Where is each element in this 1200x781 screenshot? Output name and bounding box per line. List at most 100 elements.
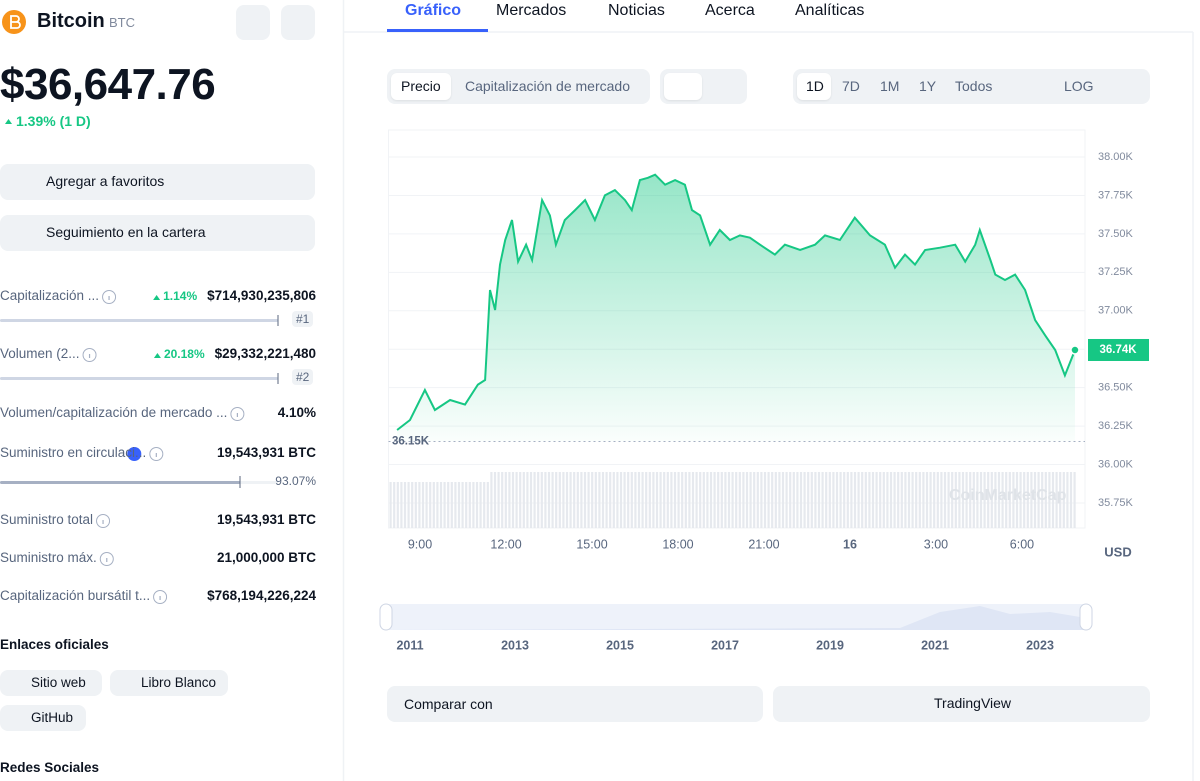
- volume-bar: [825, 472, 828, 528]
- tab[interactable]: Analíticas: [795, 2, 865, 19]
- last-price-tag: [1088, 338, 1149, 361]
- section-title: Enlaces oficiales: [0, 637, 109, 652]
- type-option[interactable]: Capitalización de mercado: [465, 78, 630, 94]
- volume-bar: [929, 472, 932, 528]
- volume-bar: [857, 472, 860, 528]
- volume-bar: [781, 472, 785, 528]
- tab[interactable]: Noticias: [608, 2, 665, 19]
- coin-name: Bitcoin: [37, 10, 105, 32]
- volume-bar: [515, 472, 518, 528]
- volume-bar: [853, 472, 857, 528]
- volume-bar: [691, 472, 695, 528]
- tab[interactable]: Mercados: [496, 2, 567, 19]
- share-button[interactable]: [281, 5, 315, 40]
- volume-bar: [900, 472, 903, 528]
- volume-bar: [835, 472, 839, 528]
- stat-label: Suministro máx.: [0, 550, 97, 565]
- volume-bar: [436, 482, 439, 528]
- volume-bar: [555, 472, 558, 528]
- volume-bar: [879, 472, 882, 528]
- volume-bar: [904, 472, 907, 528]
- action-button[interactable]: [0, 164, 315, 200]
- volume-bar: [756, 472, 759, 528]
- volume-bar: [886, 472, 889, 528]
- x-tick-label: 16: [843, 537, 857, 551]
- volume-bar: [807, 472, 810, 528]
- volume-bar: [429, 482, 432, 528]
- volume-bar: [663, 472, 666, 528]
- volume-bar: [778, 472, 781, 528]
- coin-glyph: [10, 15, 21, 29]
- volume-bar: [648, 472, 651, 528]
- volume-bar: [965, 472, 968, 528]
- year-label: 2011: [396, 638, 423, 652]
- volume-bar: [454, 482, 457, 528]
- volume-bar: [519, 472, 522, 528]
- volume-bar: [1037, 472, 1040, 528]
- up-arrow: [153, 353, 161, 358]
- volume-bar: [918, 472, 921, 528]
- volume-bar: [875, 472, 878, 528]
- tradingview-label: TradingView: [934, 695, 1012, 711]
- y-tick-label: 38.00K: [1098, 151, 1134, 163]
- stat-label: Capitalización bursátil t...: [0, 588, 151, 603]
- volume-bar: [1001, 472, 1004, 528]
- volume-bar: [897, 472, 900, 528]
- action-button[interactable]: [0, 215, 315, 251]
- volume-bar: [576, 472, 579, 528]
- volume-bar: [933, 472, 936, 528]
- year-label: 2023: [1026, 638, 1054, 652]
- stat-label: Suministro total: [0, 512, 94, 527]
- link-chip[interactable]: [0, 705, 86, 731]
- volume-bar: [609, 472, 612, 528]
- volume-bar: [537, 472, 540, 528]
- volume-bar: [810, 472, 813, 528]
- volume-bar: [947, 472, 950, 528]
- star-button[interactable]: [236, 5, 270, 40]
- volume-bar: [641, 472, 644, 528]
- volume-bar: [573, 472, 576, 528]
- volume-bar: [731, 472, 734, 528]
- volume-bar: [990, 472, 993, 528]
- link-chip[interactable]: [110, 670, 228, 696]
- stat-label: Capitalización ...: [0, 288, 100, 303]
- range-option[interactable]: 1D: [806, 78, 824, 94]
- compare-select[interactable]: [387, 686, 763, 722]
- toolbar-chip[interactable]: [664, 73, 702, 100]
- tradingview-button[interactable]: [773, 686, 1150, 722]
- volume-bar: [868, 472, 871, 528]
- range-option[interactable]: 1Y: [919, 78, 937, 94]
- navigator-handle: [1079, 603, 1093, 631]
- volume-bar: [547, 472, 551, 528]
- volume-bar: [544, 472, 547, 528]
- toolbar-group: [793, 69, 1150, 104]
- tab[interactable]: Gráfico: [405, 2, 462, 19]
- volume-bar: [972, 472, 975, 528]
- range-option[interactable]: 1M: [880, 78, 900, 94]
- volume-bar: [943, 472, 947, 528]
- volume-bar: [1033, 472, 1037, 528]
- volume-bar: [1044, 472, 1047, 528]
- type-option[interactable]: Precio: [401, 78, 441, 94]
- toolbar-chip[interactable]: [797, 73, 831, 100]
- range-option[interactable]: Todos: [955, 78, 993, 94]
- volume-bar: [767, 472, 770, 528]
- volume-bar: [652, 472, 655, 528]
- volume-bar: [396, 482, 399, 528]
- volume-bar: [803, 472, 806, 528]
- link-chip[interactable]: [0, 670, 102, 696]
- y-tick-label: 37.00K: [1098, 305, 1134, 317]
- year-label: 2017: [711, 638, 739, 652]
- tab[interactable]: Acerca: [705, 2, 755, 19]
- range-option[interactable]: 7D: [842, 78, 860, 94]
- volume-bar: [497, 472, 500, 528]
- volume-bar: [447, 482, 450, 528]
- volume-bar: [616, 472, 619, 528]
- log-button[interactable]: LOG: [1064, 78, 1094, 94]
- volume-bar: [389, 482, 392, 528]
- year-label: 2019: [816, 638, 844, 652]
- toolbar-chip[interactable]: [391, 73, 451, 100]
- volume-bar: [645, 472, 648, 528]
- volume-bar: [1030, 472, 1033, 528]
